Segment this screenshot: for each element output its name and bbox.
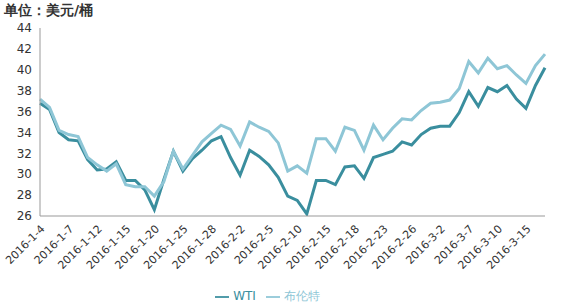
svg-text:2016-3-7: 2016-3-7: [431, 222, 477, 267]
svg-text:2016-2-23: 2016-2-23: [341, 222, 391, 272]
svg-text:2016-1-7: 2016-1-7: [31, 222, 77, 267]
html-text:布伦特: 布伦特: [283, 289, 320, 303]
svg-text:2016-3-2: 2016-3-2: [403, 222, 448, 267]
svg-text:40: 40: [17, 63, 32, 77]
svg-text:28: 28: [17, 188, 32, 202]
svg-text:26: 26: [17, 209, 32, 223]
svg-text:2016-1-28: 2016-1-28: [169, 222, 220, 272]
svg-text:2016-2-2: 2016-2-2: [203, 222, 248, 267]
svg-text:30: 30: [17, 167, 32, 181]
svg-text:38: 38: [17, 84, 32, 98]
svg-text:2016-1-20: 2016-1-20: [112, 222, 162, 272]
svg-text:2016-1-15: 2016-1-15: [83, 222, 134, 272]
svg-text:2016-2-5: 2016-2-5: [231, 222, 277, 267]
svg-text:2016-3-15: 2016-3-15: [484, 222, 533, 271]
svg-text:2016-2-18: 2016-2-18: [312, 222, 363, 272]
svg-text:32: 32: [17, 147, 32, 161]
svg-text:2016-2-26: 2016-2-26: [369, 222, 420, 272]
html-text:WTI: WTI: [233, 289, 256, 303]
svg-text:36: 36: [17, 105, 32, 119]
svg-text:2016-1-25: 2016-1-25: [141, 222, 191, 272]
svg-text:42: 42: [17, 42, 32, 56]
svg-text:2016-2-15: 2016-2-15: [284, 222, 334, 272]
svg-text:2016-3-10: 2016-3-10: [455, 222, 505, 272]
svg-text:34: 34: [17, 126, 32, 140]
svg-text:44: 44: [17, 21, 32, 35]
svg-text:2016-1-12: 2016-1-12: [55, 222, 105, 272]
html-text:单位：美元/桶: 单位：美元/桶: [4, 2, 94, 18]
svg-text:2016-2-10: 2016-2-10: [255, 222, 305, 272]
